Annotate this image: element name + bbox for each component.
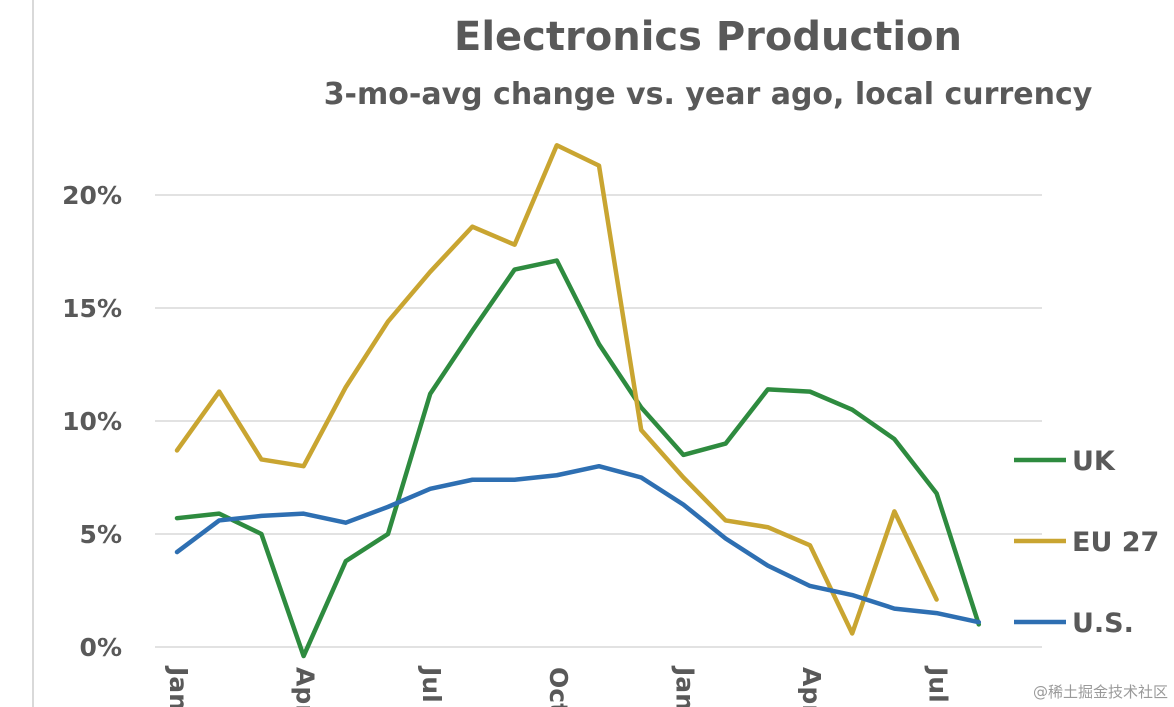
legend: UK EU 27 U.S.: [1014, 446, 1159, 639]
watermark: @稀土掘金技术社区: [1033, 683, 1168, 701]
chart-title: Electronics Production: [454, 14, 962, 60]
y-tick-label: 20%: [62, 181, 122, 210]
x-tick-label: Jul: [924, 665, 953, 703]
y-tick-label: 15%: [62, 294, 122, 323]
legend-label: UK: [1072, 446, 1116, 477]
legend-label: EU 27: [1072, 527, 1159, 558]
legend-label: U.S.: [1072, 608, 1134, 639]
x-tick-label: Jul: [417, 665, 446, 703]
series-line-eu-27: [174, 143, 939, 636]
series-line-u-s-: [174, 463, 982, 625]
y-tick-label: 5%: [80, 520, 122, 549]
x-tick-label: Apr: [291, 667, 320, 707]
x-axis-ticks: Jan Apr Jul Oct Jan Apr Jul: [164, 665, 953, 707]
series-line-uk: [174, 258, 982, 659]
series-lines: [174, 143, 982, 659]
y-tick-label: 10%: [62, 407, 122, 436]
y-axis-ticks: 0% 5% 10% 15% 20%: [62, 181, 122, 662]
x-tick-label: Jan: [164, 665, 193, 707]
chart-subtitle: 3-mo-avg change vs. year ago, local curr…: [324, 77, 1093, 112]
x-tick-label: Oct: [544, 667, 573, 707]
x-tick-label: Apr: [797, 667, 826, 707]
x-tick-label: Jan: [670, 665, 699, 707]
gridlines: [155, 194, 1042, 648]
y-tick-label: 0%: [80, 633, 122, 662]
